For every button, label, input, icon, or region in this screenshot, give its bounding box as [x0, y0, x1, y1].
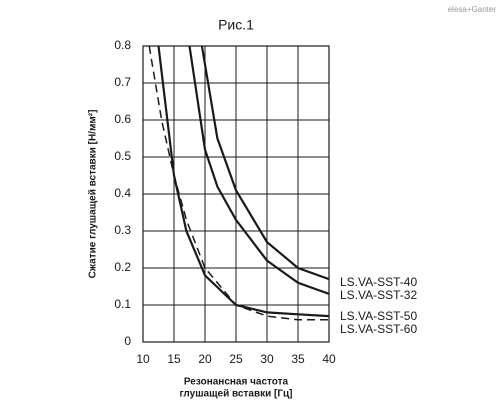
x-tick-label: 40 — [322, 352, 336, 366]
x-axis-label: глушащей вставки [Гц] — [180, 389, 293, 400]
y-tick-label: 0.2 — [114, 260, 131, 274]
chart-title: Рис.1 — [218, 17, 254, 33]
x-tick-label: 20 — [198, 352, 212, 366]
x-tick-label: 30 — [260, 352, 274, 366]
series-line — [188, 45, 330, 295]
series-line — [148, 45, 329, 321]
y-tick-label: 0.8 — [114, 38, 131, 52]
series-line — [200, 45, 330, 281]
y-tick-label: 0 — [124, 334, 131, 348]
y-tick-label: 0.4 — [114, 186, 131, 200]
plot-frame — [142, 45, 330, 343]
x-tick-label: 25 — [229, 352, 243, 366]
x-axis-label: Резонансная частота — [184, 377, 289, 388]
legend-label: LS.VA-SST-32 — [340, 288, 417, 302]
series-line — [157, 45, 330, 318]
y-tick-label: 0.6 — [114, 112, 131, 126]
x-tick-label: 10 — [136, 352, 150, 366]
y-tick-label: 0.1 — [114, 297, 131, 311]
x-tick-label: 15 — [167, 352, 181, 366]
y-tick-label: 0.3 — [114, 223, 131, 237]
x-tick-label: 35 — [291, 352, 305, 366]
legend-label: LS.VA-SST-40 — [340, 275, 417, 289]
y-tick-label: 0.7 — [114, 75, 131, 89]
legend-label: LS.VA-SST-60 — [340, 322, 417, 336]
legend-label: LS.VA-SST-50 — [340, 309, 417, 323]
y-axis-label: Сжатие глушащей вставки [Н/мм²] — [88, 110, 99, 279]
logo: elesa+Ganter — [448, 5, 497, 14]
y-tick-label: 0.5 — [114, 149, 131, 163]
